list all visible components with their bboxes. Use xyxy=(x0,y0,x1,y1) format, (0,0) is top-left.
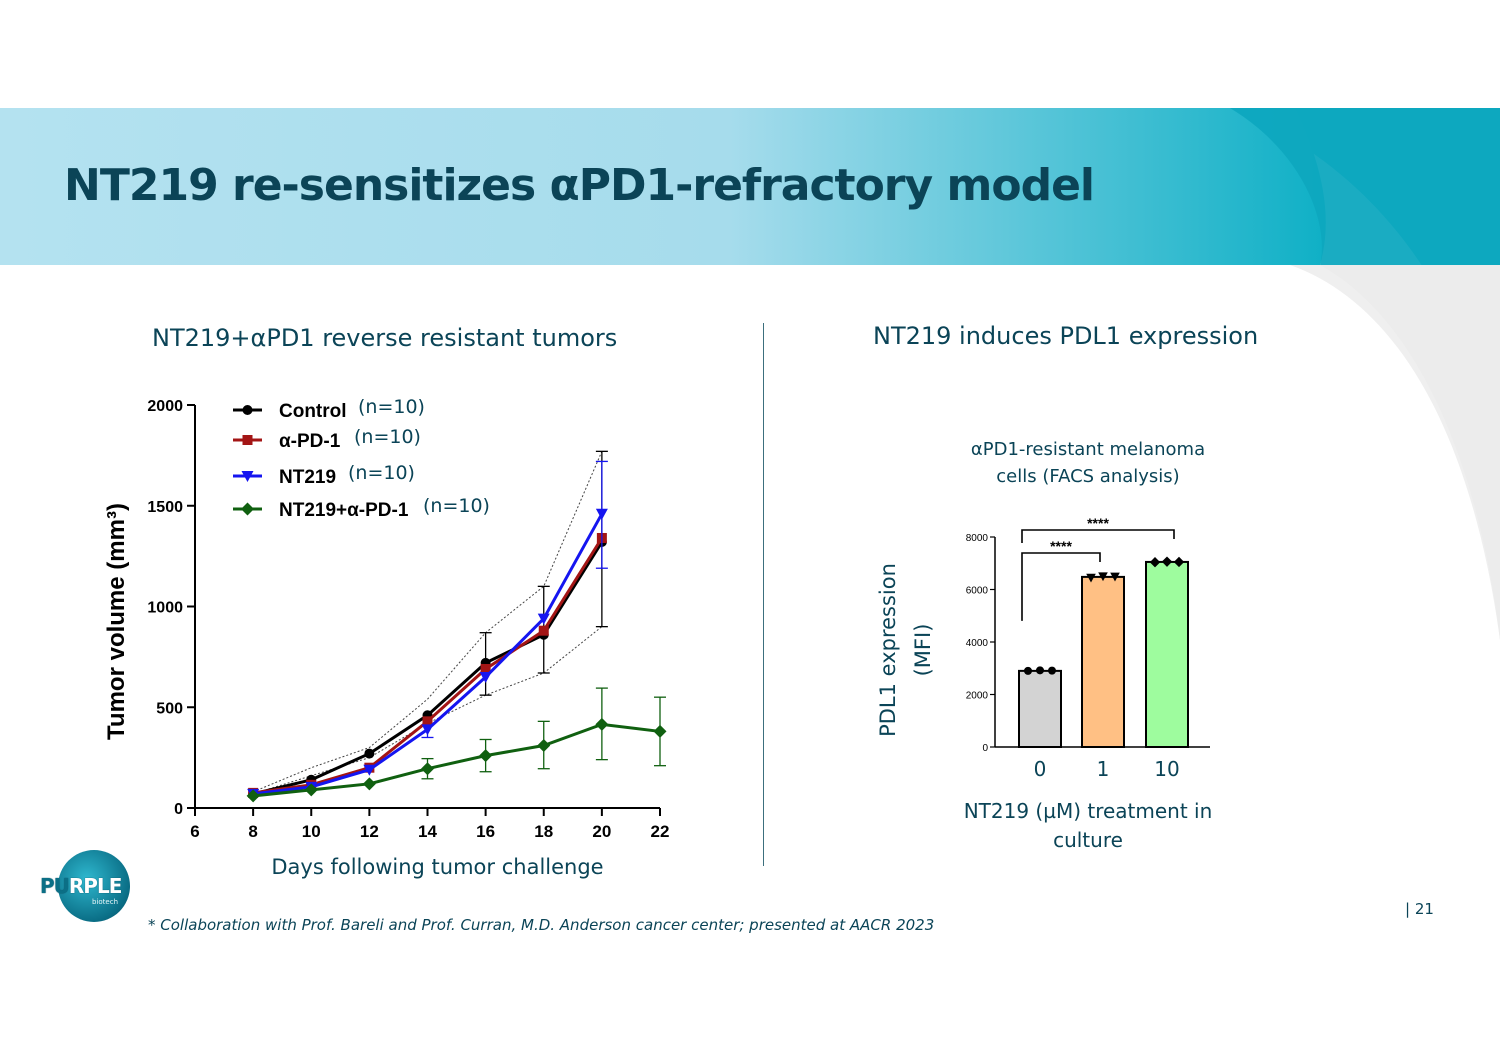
purple-logo: PURPLE biotech xyxy=(40,850,135,925)
data-point xyxy=(362,777,376,791)
replicate-point xyxy=(1048,666,1056,675)
series-line xyxy=(252,537,604,795)
legend-label: Control xyxy=(279,401,347,422)
left-panel-title: NT219+αPD1 reverse resistant tumors xyxy=(152,324,618,352)
significance-bracket xyxy=(1021,529,1175,543)
x-tick-label: 8 xyxy=(248,822,257,841)
legend-entry: α-PD-1 (n=10) xyxy=(233,426,421,452)
legend-label: NT219+α-PD-1 xyxy=(279,500,409,521)
x-tick-label: 6 xyxy=(190,822,199,841)
grey-sweep xyxy=(1320,265,1500,640)
data-point xyxy=(537,613,550,625)
replicate-point xyxy=(1098,572,1108,582)
data-point xyxy=(421,762,434,776)
data-point xyxy=(363,764,376,776)
bar-y-tick-label: 6000 xyxy=(966,586,989,597)
x-tick-label: 14 xyxy=(418,822,437,841)
bar-y-tick-label: 2000 xyxy=(966,691,989,702)
data-point xyxy=(538,625,549,636)
y-tick-label: 500 xyxy=(156,700,183,717)
bar-y-axis-label-line2: (MFI) xyxy=(911,624,935,677)
data-point xyxy=(479,672,492,684)
control-envelope-upper xyxy=(252,451,603,793)
logo-subtext: biotech xyxy=(92,898,119,906)
bar-chart-subtitle-line1: αPD1-resistant melanoma xyxy=(971,439,1205,460)
data-point xyxy=(595,508,608,520)
replicate-point xyxy=(1110,572,1120,582)
data-point xyxy=(479,749,493,763)
logo-circle xyxy=(58,850,130,922)
tumor-volume-chart: 0 500 1000 1500 2000 6 8 10 12 14 16 18 20 22 Tumor vo… xyxy=(103,396,670,879)
legend-label: α-PD-1 xyxy=(279,431,341,452)
page-number: | 21 xyxy=(1405,900,1434,918)
data-point xyxy=(595,717,609,731)
legend-n-label: (n=10) xyxy=(348,462,415,484)
replicate-point xyxy=(1086,573,1096,583)
legend-marker xyxy=(241,471,254,482)
bar-y-tick-label: 4000 xyxy=(966,638,989,649)
data-point xyxy=(653,724,667,738)
bar-1 xyxy=(1081,575,1125,748)
data-point xyxy=(304,783,318,797)
legend-n-label: (n=10) xyxy=(354,426,421,448)
bar-x-axis-label-line1: NT219 (µM) treatment in xyxy=(964,799,1213,823)
bar-chart-subtitle-line2: cells (FACS analysis) xyxy=(996,466,1179,487)
series-line xyxy=(252,513,604,796)
replicate-point xyxy=(1036,666,1044,675)
data-point xyxy=(364,748,375,759)
series-line xyxy=(252,722,661,798)
logo-text: PURPLE xyxy=(40,874,122,898)
pdl1-bar-chart: αPD1-resistant melanoma cells (FACS analy… xyxy=(876,439,1213,852)
x-axis-label: Days following tumor challenge xyxy=(271,855,603,879)
data-point xyxy=(480,663,491,674)
y-tick-label: 1500 xyxy=(147,499,183,516)
x-tick-label: 18 xyxy=(534,822,553,841)
legend-label: NT219 xyxy=(279,467,336,488)
bar-y-tick-label: 0 xyxy=(982,743,988,754)
x-tick-label: 16 xyxy=(476,822,495,841)
header-band xyxy=(0,108,1326,265)
data-point xyxy=(246,789,260,803)
y-tick-label: 2000 xyxy=(147,398,183,415)
bar-x-axis-label-line2: culture xyxy=(1053,828,1123,852)
legend-n-label: (n=10) xyxy=(358,396,425,418)
x-tick-label: 22 xyxy=(651,822,670,841)
slide-title: NT219 re-sensitizes αPD1-refractory mode… xyxy=(64,160,1095,211)
series-nt219-pd-1 xyxy=(246,687,667,803)
y-tick-label: 1000 xyxy=(147,600,183,617)
data-point xyxy=(421,724,434,736)
series-line xyxy=(252,541,604,796)
significance-label: **** xyxy=(1087,515,1109,531)
data-point xyxy=(537,739,551,753)
replicate-point xyxy=(1173,556,1185,568)
bar-x-tick-label: 1 xyxy=(1097,757,1110,781)
data-point xyxy=(422,716,433,727)
legend-marker xyxy=(242,435,253,445)
bar-0 xyxy=(1018,669,1062,748)
legend-entry: Control (n=10) xyxy=(233,396,425,422)
footnote: * Collaboration with Prof. Bareli and Pr… xyxy=(148,916,935,934)
right-panel-title: NT219 induces PDL1 expression xyxy=(873,322,1259,350)
legend-marker xyxy=(241,502,254,516)
header-curve xyxy=(1230,108,1500,265)
legend-entry: NT219 (n=10) xyxy=(233,462,415,488)
bar-y-tick-label: 8000 xyxy=(966,533,989,544)
legend-marker xyxy=(242,405,253,415)
y-axis-label: Tumor volume (mm³) xyxy=(103,503,130,740)
bar-x-tick-label: 10 xyxy=(1154,757,1179,781)
significance-label: **** xyxy=(1050,538,1072,554)
replicate-point xyxy=(1024,666,1032,675)
y-tick-label: 0 xyxy=(174,801,183,818)
legend-n-label: (n=10) xyxy=(423,495,490,517)
bar-x-tick-label: 0 xyxy=(1034,757,1047,781)
bar-y-axis-label-line1: PDL1 expression xyxy=(876,563,900,737)
x-tick-label: 12 xyxy=(360,822,379,841)
bar-10 xyxy=(1145,560,1189,748)
panel-divider xyxy=(763,323,764,866)
x-tick-label: 20 xyxy=(592,822,611,841)
significance-bracket xyxy=(1021,552,1101,621)
x-tick-label: 10 xyxy=(302,822,321,841)
legend-entry: NT219+α-PD-1 (n=10) xyxy=(233,495,490,521)
